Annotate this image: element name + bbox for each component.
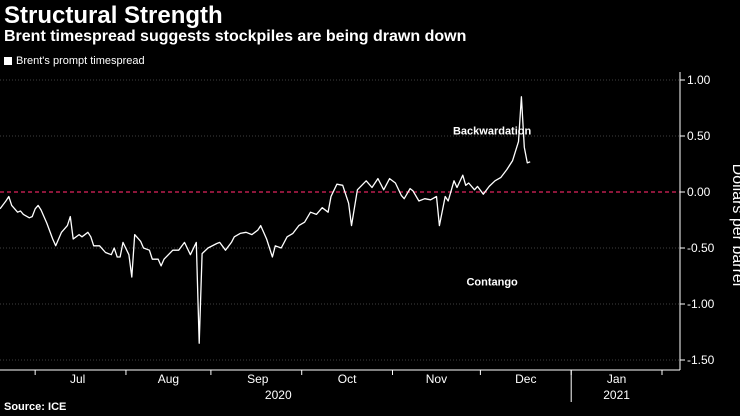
- y-axis-title: Dollars per barrel: [729, 164, 740, 287]
- chart-title: Structural Strength: [4, 2, 223, 29]
- series-line-brent-timespread: [0, 96, 531, 344]
- y-tick-label: 0.00: [687, 185, 711, 199]
- x-tick-label: Jan: [607, 372, 626, 386]
- grid-lines: [0, 79, 680, 361]
- x-tick-label: Dec: [515, 372, 536, 386]
- axis-labels: -1.50 -1.00 -0.50 0.00 0.50 1.00 Dollars per b…: [70, 73, 740, 402]
- annotation-contango: Contango: [466, 277, 518, 289]
- legend-label: Brent's prompt timespread: [16, 55, 145, 67]
- y-tick-label: 1.00: [687, 73, 711, 87]
- y-tick-label: -1.00: [687, 297, 715, 311]
- source-note: Source: ICE: [4, 401, 67, 413]
- x-tick-label: Sep: [247, 372, 269, 386]
- annotation-backwardation: Backwardation: [453, 125, 532, 137]
- y-tick-label: -0.50: [687, 241, 715, 255]
- year-label: 2021: [603, 388, 630, 402]
- x-tick-label: Nov: [426, 372, 447, 386]
- legend: Brent's prompt timespread: [4, 55, 145, 67]
- x-tick-label: Oct: [338, 372, 357, 386]
- x-tick-label: Aug: [158, 372, 179, 386]
- legend-swatch: [4, 57, 12, 65]
- year-label: 2020: [265, 388, 292, 402]
- chart-subtitle: Brent timespread suggests stockpiles are…: [4, 28, 467, 45]
- y-tick-label: -1.50: [687, 353, 715, 367]
- data-series: [0, 96, 531, 344]
- axes: [0, 72, 685, 402]
- x-tick-label: Jul: [70, 372, 85, 386]
- y-tick-label: 0.50: [687, 129, 711, 143]
